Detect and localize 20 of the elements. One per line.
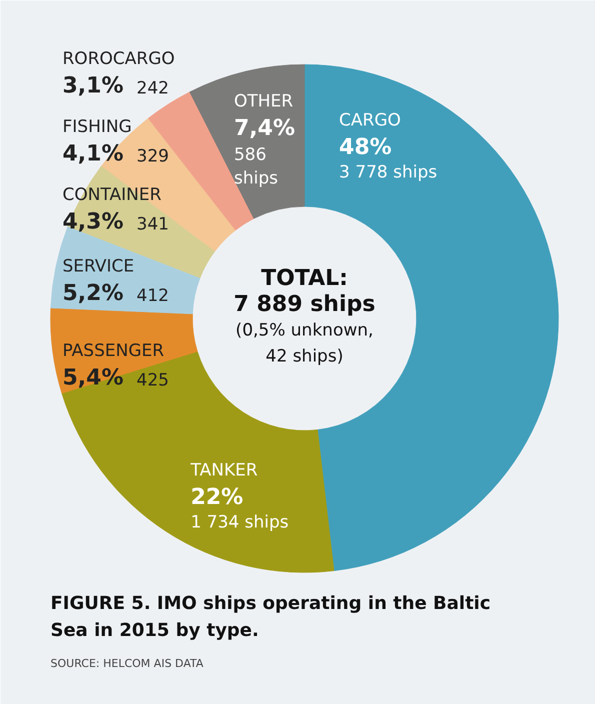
data-label: 48% 3 778 ships xyxy=(339,135,438,183)
slice-label: TANKER xyxy=(190,460,258,480)
text: TOTAL: 7 889 ships xyxy=(234,266,376,317)
data-label: 4,1% 329 xyxy=(62,141,169,166)
data-label: 5,2% 412 xyxy=(62,280,169,306)
text: (0,5% unknown, 42 ships) xyxy=(236,320,374,366)
text: FIGURE 5. IMO ships operating in the Baltic Sea in 2015 by type. xyxy=(50,593,491,641)
slice-label: OTHER xyxy=(234,92,294,112)
data-label: 22% 1 734 ships xyxy=(190,484,289,532)
slice-label: SERVICE xyxy=(62,256,134,276)
data-label: 5,4% 425 xyxy=(62,366,169,391)
slice-label: CARGO xyxy=(339,110,401,131)
slice-label: FISHING xyxy=(62,116,132,137)
slice-label: ROROCARGO xyxy=(62,48,175,69)
source-note: SOURCE: HELCOM AIS DATA xyxy=(50,657,204,670)
slice-label: PASSENGER xyxy=(62,341,164,362)
data-label: 3,1% 242 xyxy=(62,73,169,98)
data-label: 7,4% 586 ships xyxy=(234,116,296,189)
data-label: 4,3% 341 xyxy=(62,209,169,234)
slice-label: CONTAINER xyxy=(62,184,162,205)
